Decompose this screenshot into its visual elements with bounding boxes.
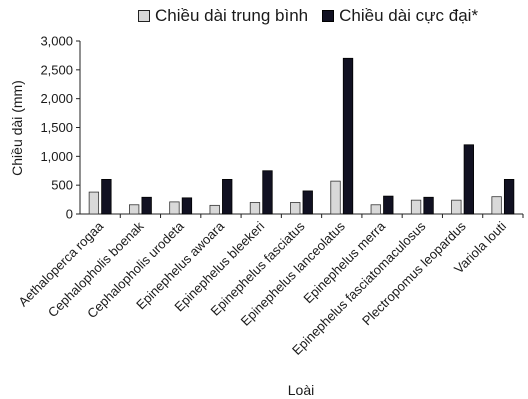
chart-axes [76,40,524,218]
bar-maximum [302,190,313,215]
chart-bars [88,57,515,215]
y-tick-label: 0 [66,207,73,222]
bar-average [451,199,462,215]
bar-average [249,202,261,215]
bar-average [209,204,220,215]
bar-average [491,196,502,215]
bar-average [88,191,100,215]
y-tick-label: 2,500 [40,62,73,77]
y-axis-title: Chiều dài (mm) [9,80,25,176]
bar-average [370,204,381,215]
bar-maximum [262,170,273,215]
bar-maximum [383,195,394,215]
bar-maximum [342,57,354,215]
bar-average [129,204,140,215]
bar-average [169,201,180,215]
bar-average [290,202,301,215]
y-tick-label: 1,500 [40,120,73,135]
bar-average [410,199,422,215]
legend-label-average: Chiều dài trung bình [155,6,309,25]
bar-maximum [181,197,193,215]
y-tick-label: 2,000 [40,91,73,106]
x-axis-title: Loài [288,382,314,398]
bar-maximum [503,178,515,215]
bar-maximum [463,144,474,215]
bar-maximum [101,178,112,215]
legend: Chiều dài trung bình Chiều dài cực đại* [138,6,478,26]
bar-maximum [222,178,233,215]
bar-maximum [141,196,152,215]
legend-item-maximum: Chiều dài cực đại* [322,6,478,26]
legend-label-maximum: Chiều dài cực đại* [339,6,479,25]
y-tick-label: 3,000 [40,34,73,49]
y-tick-label: 500 [51,178,73,193]
bar-maximum [423,196,434,215]
legend-swatch-maximum [322,10,335,22]
legend-swatch-average [138,10,150,22]
y-tick-label: 1,000 [40,149,73,164]
bar-average [330,180,341,215]
legend-item-average: Chiều dài trung bình [138,6,308,26]
